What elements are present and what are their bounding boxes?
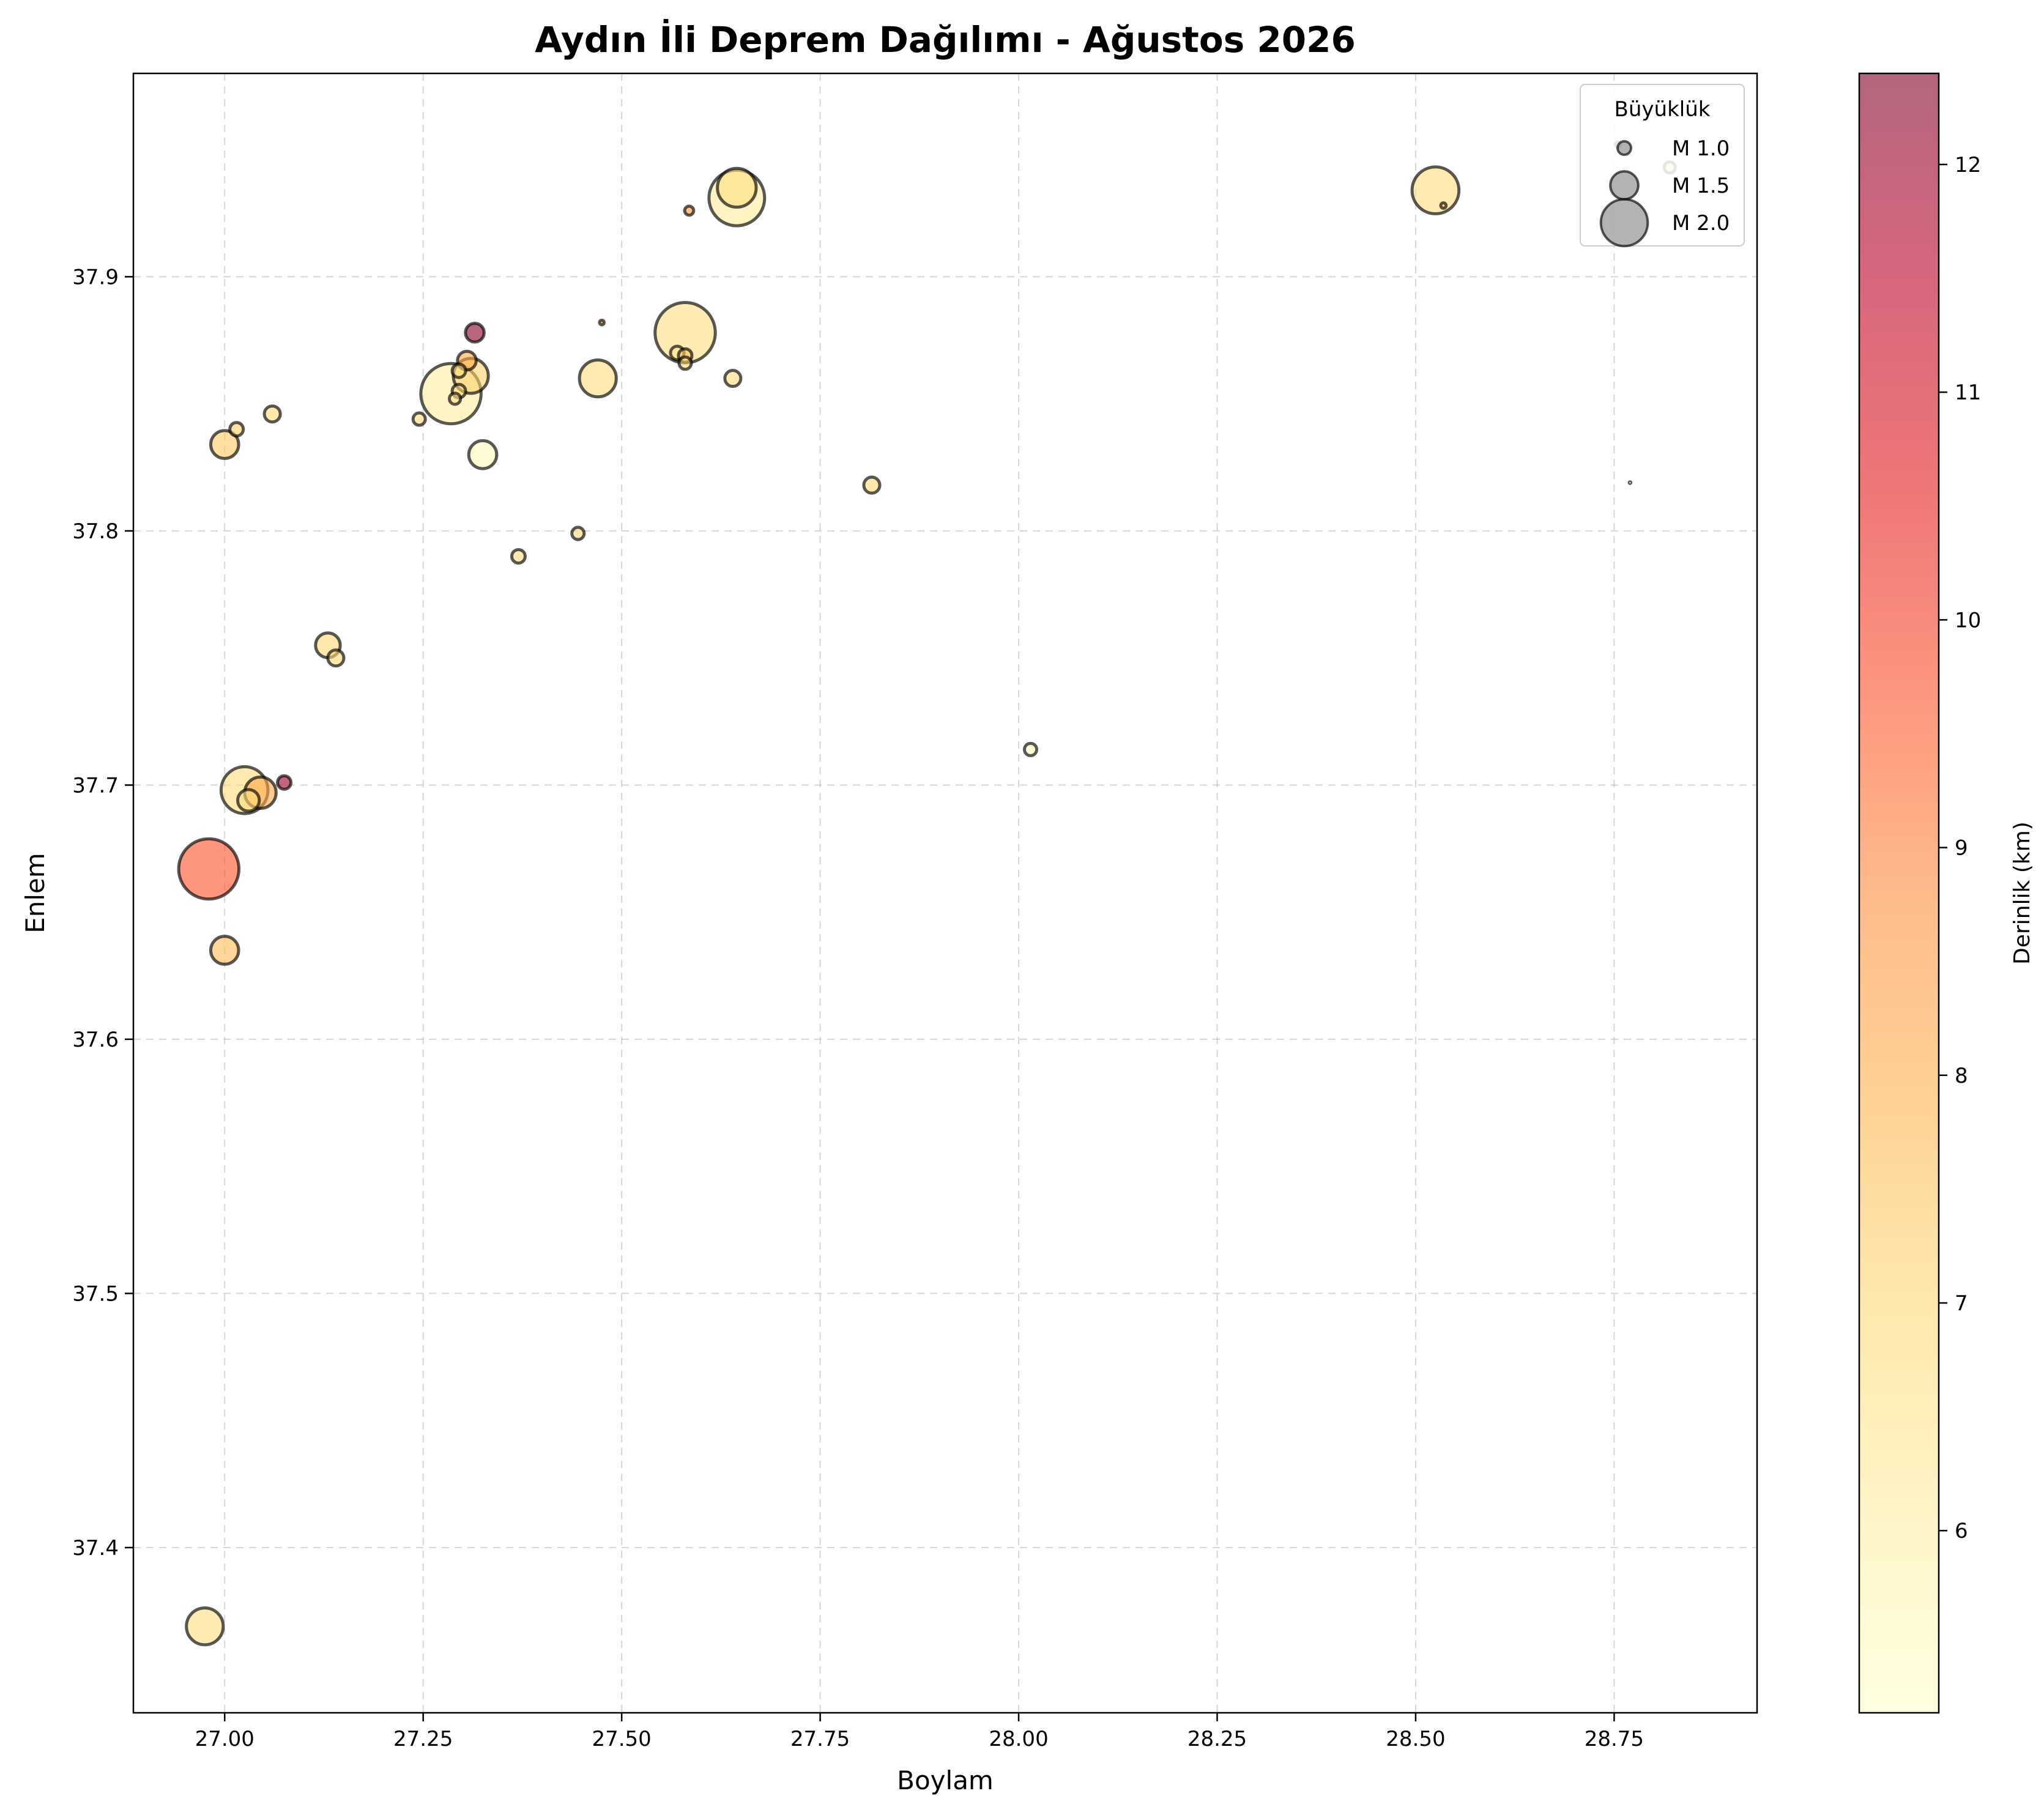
y-axis-ticks: 37.4 37.5 37.6 37.7 37.8 37.9 — [72, 265, 133, 1560]
colorbar-tick-label: 7 — [1955, 1291, 1968, 1316]
earthquake-point — [209, 429, 240, 460]
x-tick-label: 28.75 — [1585, 1727, 1644, 1751]
earthquake-point — [578, 358, 618, 399]
earthquake-point — [464, 322, 486, 344]
earthquake-point — [467, 439, 499, 470]
earthquake-point — [598, 318, 606, 327]
x-tick-label: 27.25 — [393, 1727, 453, 1751]
y-tick-label: 37.7 — [72, 773, 119, 798]
y-tick-label: 37.9 — [72, 265, 119, 289]
x-tick-label: 28.00 — [989, 1727, 1048, 1751]
earthquake-point — [185, 1606, 225, 1647]
x-tick-label: 27.75 — [790, 1727, 850, 1751]
legend-entry-label: M 2.0 — [1672, 211, 1730, 236]
earthquake-point — [209, 935, 240, 966]
earthquake-point — [510, 547, 527, 565]
x-tick-label: 28.50 — [1386, 1727, 1445, 1751]
legend-marker — [1616, 140, 1632, 156]
y-tick-label: 37.8 — [72, 519, 119, 544]
earthquake-point — [262, 404, 282, 424]
chart-title: Aydın İli Deprem Dağılımı - Ağustos 2026 — [535, 18, 1356, 61]
earthquake-point — [326, 648, 346, 668]
legend-marker — [1599, 198, 1649, 248]
earthquake-point — [1439, 201, 1448, 210]
earthquake-point — [716, 166, 758, 209]
colorbar-tick-label: 9 — [1955, 836, 1968, 861]
earthquake-point — [570, 525, 586, 541]
colorbar-gradient — [1859, 73, 1939, 1713]
earthquake-point — [683, 204, 696, 217]
x-tick-label: 28.25 — [1187, 1727, 1247, 1751]
earthquake-point — [723, 369, 743, 388]
colorbar-ticks: 6 7 8 9 10 11 12 — [1939, 153, 1981, 1543]
earthquake-point — [1022, 741, 1039, 757]
colorbar: 6 7 8 9 10 11 12 Derinlik (km) — [1858, 72, 2035, 1714]
grid-lines — [133, 73, 1757, 1713]
colorbar-tick-label: 8 — [1955, 1064, 1968, 1088]
y-tick-label: 37.6 — [72, 1028, 119, 1052]
earthquake-point — [448, 391, 463, 406]
colorbar-tick-label: 12 — [1955, 153, 1981, 177]
x-axis-label: Boylam — [897, 1765, 994, 1795]
earthquake-point — [411, 411, 427, 427]
earthquake-point — [450, 362, 467, 379]
x-tick-label: 27.00 — [195, 1727, 255, 1751]
y-tick-label: 37.5 — [72, 1282, 119, 1306]
legend-entries: M 1.0 M 1.5 M 2.0 — [1599, 136, 1730, 248]
earthquake-point — [862, 475, 882, 495]
earthquake-point — [677, 355, 693, 371]
x-axis-ticks: 27.00 27.25 27.50 27.75 28.00 28.25 28.50 28.75 — [195, 1713, 1644, 1751]
earthquake-point — [1410, 165, 1461, 215]
data-points — [177, 140, 1677, 1647]
legend-marker — [1609, 170, 1640, 201]
earthquake-point — [177, 837, 241, 901]
x-tick-label: 27.50 — [592, 1727, 651, 1751]
plot-area-frame — [132, 72, 1758, 1714]
colorbar-tick-label: 11 — [1955, 380, 1981, 405]
colorbar-tick-label: 6 — [1955, 1519, 1968, 1543]
earthquake-point — [276, 774, 293, 791]
legend-entry-label: M 1.5 — [1672, 174, 1730, 198]
legend-title: Büyüklük — [1615, 97, 1711, 122]
legend: Büyüklük M 1.0 M 1.5 M 2.0 — [1580, 84, 1745, 248]
colorbar-frame — [1858, 72, 1940, 1714]
y-tick-label: 37.4 — [72, 1536, 119, 1560]
earthquake-point — [236, 788, 261, 813]
colorbar-label: Derinlik (km) — [2010, 822, 2035, 965]
earthquake-point — [1627, 480, 1633, 485]
earthquake-point — [228, 421, 245, 438]
legend-entry-label: M 1.0 — [1672, 136, 1730, 161]
y-axis-label: Enlem — [20, 853, 50, 933]
colorbar-tick-label: 10 — [1955, 608, 1981, 633]
